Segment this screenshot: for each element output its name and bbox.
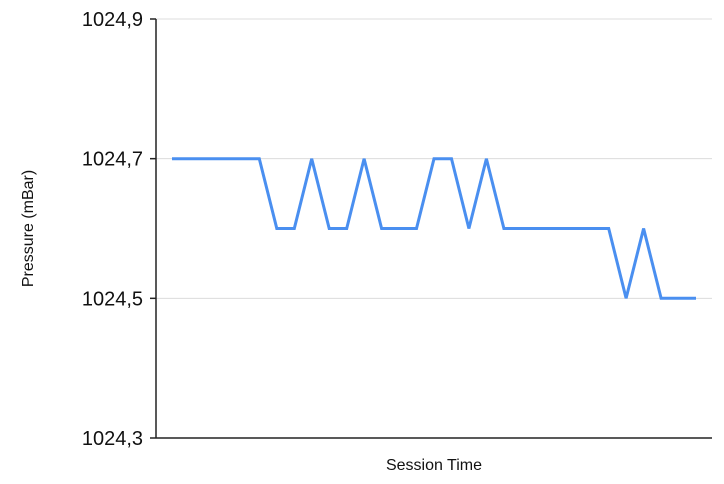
y-tick-label: 1024,3	[82, 428, 143, 450]
y-tick-label: 1024,9	[82, 9, 143, 31]
series-lines	[172, 157, 696, 300]
axes	[155, 19, 712, 439]
series-line	[172, 157, 696, 300]
y-tick-label: 1024,7	[82, 149, 143, 171]
y-tick-labels: 1024,3 1024,5 1024,7 1024,9	[82, 9, 156, 450]
x-axis-label: Session Time	[386, 457, 482, 474]
y-axis-label: Pressure (mBar)	[20, 170, 37, 287]
y-tick-label: 1024,5	[82, 288, 143, 310]
